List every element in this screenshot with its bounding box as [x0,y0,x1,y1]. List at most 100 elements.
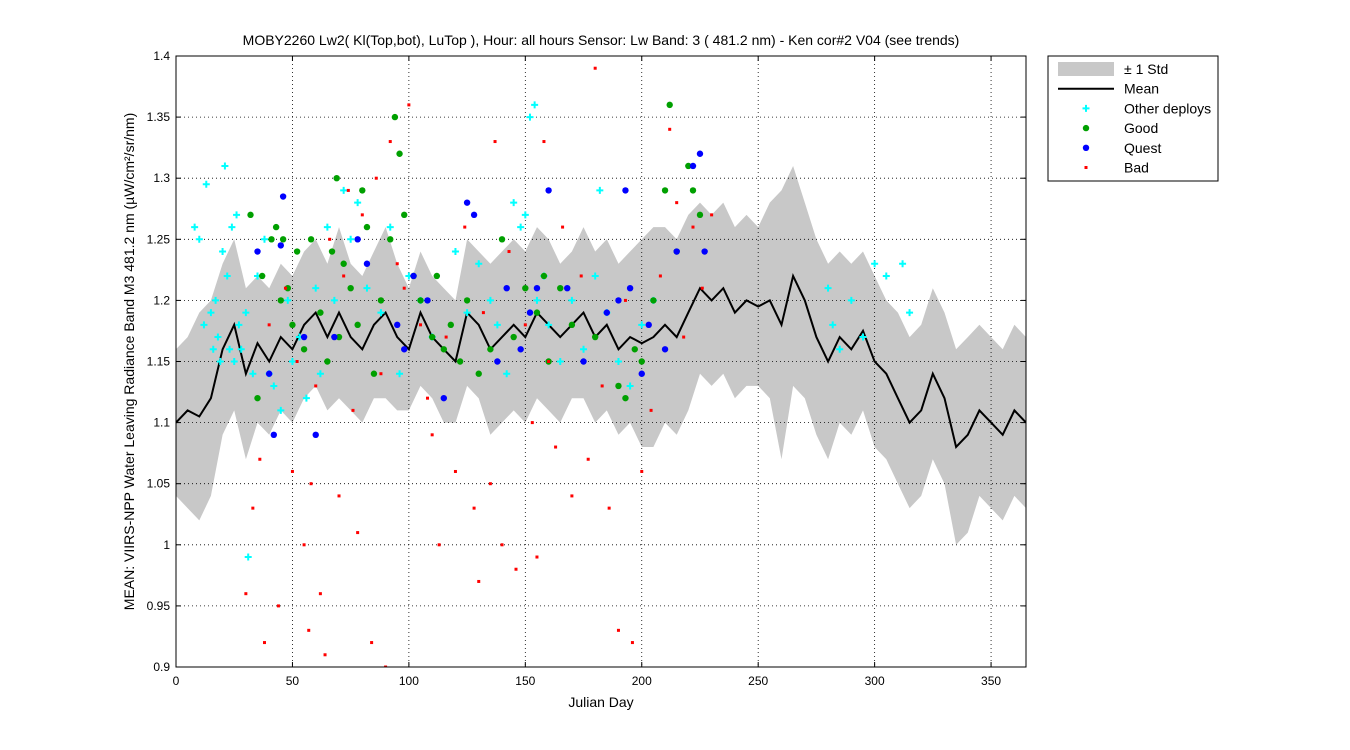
point-good [622,394,629,402]
point-other [614,358,622,365]
point-quest [673,248,680,255]
point-bad [328,237,332,241]
legend-box [1047,55,1219,182]
point-quest [463,199,471,206]
chart-title: MOBY2260 Lw2( Kl(Top,bot), LuTop ), Hour… [243,32,960,48]
point-quest [470,211,478,219]
point-bad [370,641,374,645]
point-good [258,272,266,280]
point-bad [579,274,583,278]
point-bad [379,372,383,376]
point-other [591,272,599,280]
point-bad [430,433,434,437]
point-quest [410,272,417,280]
point-quest [331,333,338,341]
point-bad [607,506,611,510]
point-bad [570,494,574,498]
point-good [428,333,436,341]
point-good [363,223,371,231]
point-good [300,346,308,353]
point-other [526,113,534,121]
point-good [591,333,599,341]
point-good [463,297,471,304]
point-other [580,345,588,353]
point-good [456,358,464,365]
point-good [272,223,280,231]
point-bad [402,286,406,290]
mean-line [176,273,1026,450]
legend-swatch-other [1082,104,1090,112]
point-quest [254,248,261,255]
point-good [440,346,448,353]
point-bad [276,604,280,608]
point-quest [622,187,629,194]
point-bad [295,360,299,363]
point-other [200,321,208,329]
legend-item-bad: Bad [1084,160,1149,176]
point-quest [626,284,634,292]
point-quest [689,162,697,170]
point-good [335,333,343,341]
point-bad [691,225,695,229]
point-good [277,297,284,304]
point-other [214,333,222,341]
point-other [899,260,907,268]
grid-layer [176,56,1026,667]
point-bad [360,213,364,217]
point-bad [258,457,262,461]
point-good [354,321,361,329]
point-quest [494,358,501,365]
point-other [871,260,879,268]
point-quest [270,431,278,439]
y-tick-label: 0.95 [147,599,171,613]
point-bad [593,66,597,70]
legend-label: Other deploys [1124,100,1211,116]
point-bad [444,335,448,339]
std-band [176,166,1026,545]
legend-item-quest: Quest [1082,140,1161,156]
point-good [307,236,315,243]
point-bad [675,201,679,205]
point-bad [682,335,686,339]
point-good [254,394,261,402]
point-bad [337,494,341,498]
x-tick-label: 100 [399,674,419,688]
point-good [377,297,385,304]
point-quest [354,236,361,243]
point-good [387,236,394,243]
point-good [685,162,692,170]
point-other [216,358,224,365]
point-bad [472,506,476,510]
point-bad [481,311,485,315]
y-tick-label: 1.4 [153,49,170,63]
point-other [212,296,220,304]
point-quest [603,309,611,316]
point-bad [507,250,511,254]
point-other [288,358,296,365]
legend-item-good: Good [1082,120,1158,136]
point-good [333,175,340,182]
point-bad [600,384,604,388]
point-good [510,333,517,341]
point-good [696,211,704,219]
point-other [277,406,285,414]
y-tick-label: 1.2 [153,293,170,307]
point-bad [623,298,627,302]
point-other [545,321,553,329]
point-quest [300,333,308,341]
point-good [433,272,441,280]
point-other [475,260,483,268]
point-bad [547,360,551,363]
point-quest [312,431,319,439]
point-bad [542,140,546,144]
point-other [859,333,867,341]
point-quest [526,309,534,316]
point-bad [356,531,360,535]
axis-ticks: 0 50 100 150 200 250 300 350 0.9 0.95 1 1.05 1.1 1.15… [147,49,1026,688]
legend-item-std: ± 1 Std [1058,61,1168,77]
point-other [521,211,529,219]
point-other [517,223,525,231]
point-good [557,284,564,292]
point-other [223,272,231,280]
